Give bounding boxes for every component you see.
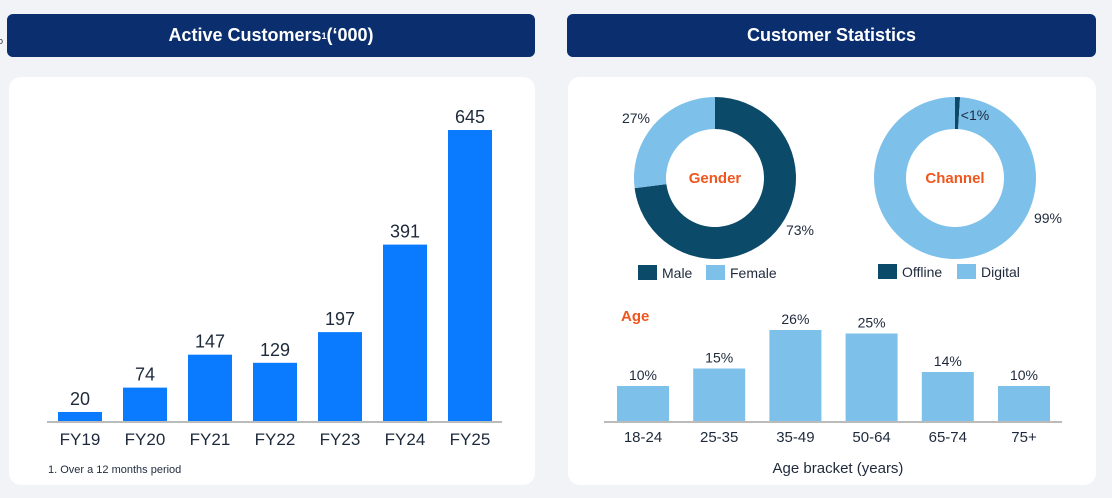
active-category-fy21: FY21: [190, 430, 231, 449]
active-category-fy24: FY24: [385, 430, 426, 449]
channel-pct-offline: <1%: [961, 107, 989, 123]
channel-slice-digital: [874, 97, 1037, 259]
active-category-fy25: FY25: [450, 430, 491, 449]
active-category-fy20: FY20: [125, 430, 166, 449]
age-category-35-49: 35-49: [776, 429, 814, 446]
active-customers-title: Active Customers: [168, 25, 322, 45]
active-value-fy21: 147: [195, 332, 225, 352]
age-bar-75+: [998, 386, 1050, 421]
active-category-fy19: FY19: [60, 430, 101, 449]
age-value-25-35: 15%: [705, 350, 733, 366]
age-category-65-74: 65-74: [929, 429, 967, 446]
footnote: 1. Over a 12 months period: [48, 464, 182, 476]
age-x-label: Age bracket (years): [773, 460, 904, 477]
active-customers-header: Active Customers 1 (‘000): [7, 14, 535, 57]
customer-statistics-header: Customer Statistics: [567, 14, 1096, 57]
channel-legend-swatch-digital: [957, 264, 976, 279]
channel-legend-offline: Offline: [902, 264, 942, 280]
channel-legend-digital: Digital: [981, 264, 1020, 280]
active-customers-unit: (‘000): [326, 25, 374, 45]
age-value-65-74: 14%: [934, 353, 962, 369]
gender-slice-female: [634, 97, 715, 189]
gender-legend-swatch-female: [706, 265, 725, 280]
active-bar-fy22: [253, 362, 297, 421]
age-bar-25-35: [693, 368, 746, 421]
edge-mark-bottom: .: [0, 314, 1, 324]
active-bar-fy21: [188, 354, 232, 421]
gender-slice-male: [634, 97, 796, 259]
active-value-fy24: 391: [390, 222, 420, 242]
age-title: Age: [621, 308, 649, 325]
age-bar-50-64: [845, 333, 898, 421]
active-bar-fy20: [123, 387, 167, 421]
customer-statistics-title: Customer Statistics: [746, 25, 917, 45]
channel-legend-swatch-offline: [878, 264, 897, 279]
footnote-marker: 1: [321, 30, 327, 41]
active-category-fy22: FY22: [255, 430, 296, 449]
active-category-fy23: FY23: [320, 430, 361, 449]
gender-legend-male: Male: [662, 265, 693, 281]
active-value-fy25: 645: [455, 107, 485, 127]
active-bar-fy24: [383, 244, 427, 421]
age-value-18-24: 10%: [629, 367, 657, 383]
age-category-75+: 75+: [1011, 429, 1037, 446]
gender-legend-female: Female: [730, 265, 777, 281]
active-value-fy22: 129: [260, 340, 290, 360]
channel-center-label: Channel: [925, 170, 984, 187]
age-category-25-35: 25-35: [700, 429, 738, 446]
age-bar-65-74: [921, 372, 974, 421]
active-bar-fy25: [448, 130, 492, 421]
channel-pct-digital: 99%: [1034, 210, 1062, 226]
age-category-50-64: 50-64: [852, 429, 890, 446]
age-bar-35-49: [769, 330, 822, 421]
age-bar-18-24: [617, 386, 669, 421]
age-value-35-49: 26%: [781, 311, 809, 327]
gender-legend-swatch-male: [638, 265, 657, 280]
active-value-fy23: 197: [325, 309, 355, 329]
age-value-50-64: 25%: [858, 315, 886, 331]
gender-center-label: Gender: [689, 170, 742, 187]
gender-pct-male: 73%: [786, 222, 814, 238]
gender-pct-female: 27%: [622, 110, 650, 126]
age-value-75+: 10%: [1010, 367, 1038, 383]
edge-mark-top: o: [0, 36, 4, 46]
active-bar-fy23: [318, 332, 362, 421]
age-category-18-24: 18-24: [624, 429, 662, 446]
active-value-fy19: 20: [70, 389, 90, 409]
channel-slice-offline: [955, 97, 961, 130]
active-value-fy20: 74: [135, 365, 155, 385]
active-bar-fy19: [58, 411, 102, 421]
